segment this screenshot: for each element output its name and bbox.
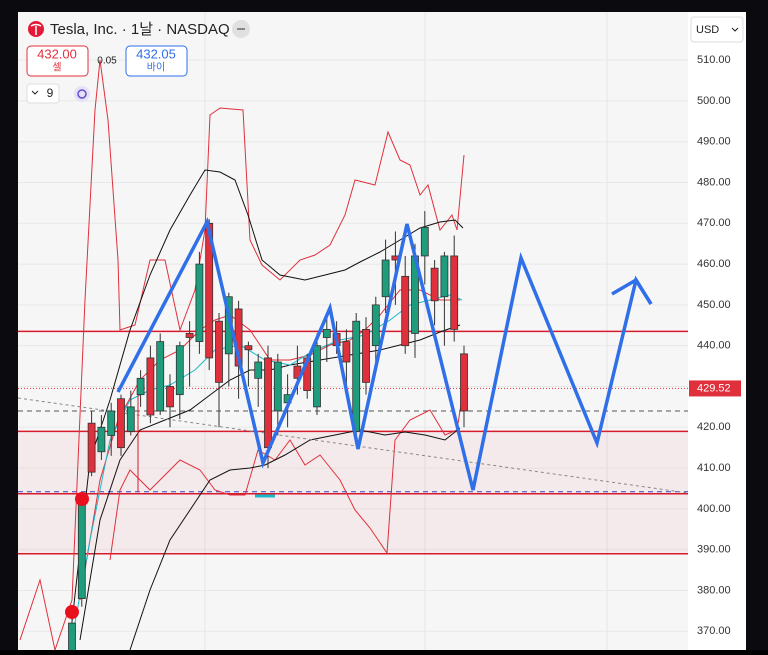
candle-body <box>460 353 468 412</box>
candle-body <box>136 377 145 396</box>
candle-body <box>342 341 351 363</box>
candle-body <box>381 259 390 298</box>
sell-button[interactable] <box>26 45 89 77</box>
candle-body <box>322 328 331 338</box>
candle-body <box>97 426 106 453</box>
zigzag-drawing <box>116 217 653 491</box>
candle-body <box>264 357 272 449</box>
buy-label: 바이 <box>147 62 165 74</box>
candle-body <box>156 341 165 412</box>
candle-body <box>362 328 370 383</box>
candle-body <box>440 255 449 298</box>
y-tick-label: 480.00 <box>697 176 731 188</box>
y-tick-label: 380.00 <box>697 584 731 596</box>
signal-marker <box>65 605 79 619</box>
candle-body <box>401 275 410 347</box>
candle-body <box>215 320 223 383</box>
candle-body <box>107 410 116 436</box>
y-tick-label: 410.00 <box>697 462 731 474</box>
candle-body <box>68 622 76 653</box>
candle-body <box>352 320 361 432</box>
y-tick-label: 490.00 <box>697 136 731 148</box>
candle-body <box>205 222 214 359</box>
y-tick-label: 370.00 <box>697 625 731 637</box>
candle-body <box>146 357 155 416</box>
header: Tesla, Inc. · 1날 · NASDAQ 432.00 셀 0.05 … <box>26 16 744 104</box>
candle-body <box>126 406 135 432</box>
buy-price: 432.05 <box>136 46 176 61</box>
y-tick-label: 460.00 <box>697 258 731 270</box>
price-axis <box>688 12 746 650</box>
sync-button[interactable] <box>74 86 90 102</box>
chevron <box>731 27 739 32</box>
y-tick-label: 390.00 <box>697 544 731 556</box>
sync-icon <box>77 89 87 99</box>
candle-body <box>313 345 321 408</box>
y-tick-label: 420.00 <box>697 421 731 433</box>
candle-body <box>117 398 125 449</box>
candle-body <box>195 263 204 343</box>
y-tick-label: 510.00 <box>697 54 731 66</box>
zone <box>18 431 688 554</box>
candle-body <box>420 226 429 257</box>
y-tick-label: 450.00 <box>697 299 731 311</box>
indicator-count: 9 <box>47 86 54 100</box>
spread: 0.05 <box>97 56 117 67</box>
last-price-tag <box>689 380 741 397</box>
candle-body <box>175 345 184 396</box>
last-price-label: 429.52 <box>697 382 731 394</box>
candle-body <box>450 255 459 330</box>
candle-body <box>77 496 86 600</box>
currency: USD <box>696 24 719 36</box>
y-tick-label: 400.00 <box>697 503 731 515</box>
candle-body <box>244 345 253 351</box>
arrow-head <box>611 277 653 305</box>
sell-price: 432.00 <box>37 46 77 61</box>
buy-button[interactable] <box>125 45 188 77</box>
candle-body <box>371 304 380 347</box>
indicator-toggle[interactable] <box>26 83 60 104</box>
logo-mark <box>30 23 42 35</box>
candle-body <box>166 386 174 408</box>
candle-body <box>430 267 439 302</box>
candle-body <box>254 361 263 379</box>
chevron <box>31 90 39 95</box>
candle-body <box>185 333 194 338</box>
y-tick-label: 440.00 <box>697 340 731 352</box>
symbol-title: Tesla, Inc. · 1날 · NASDAQ <box>50 21 230 38</box>
candle-body <box>87 422 96 473</box>
signal-marker <box>75 492 89 506</box>
currency-select[interactable] <box>690 16 744 43</box>
sell-label: 셀 <box>52 62 61 74</box>
y-tick-label: 500.00 <box>697 95 731 107</box>
y-tick-label: 470.00 <box>697 217 731 229</box>
candle-body <box>273 361 282 412</box>
